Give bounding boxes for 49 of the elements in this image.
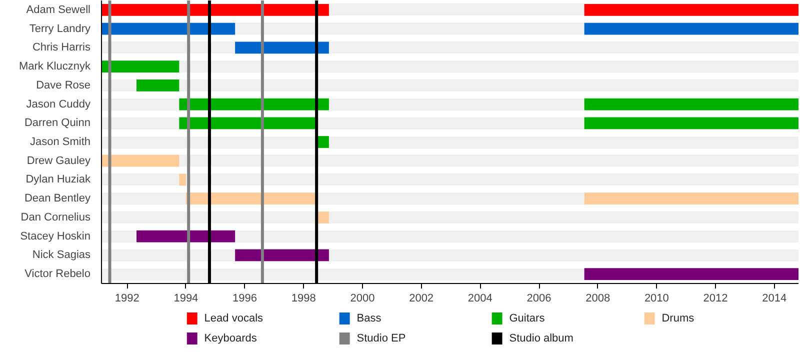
y-tick-label: Victor Rebelo: [24, 268, 91, 280]
legend-label: Drums: [662, 312, 695, 324]
y-tick-label: Dean Bentley: [24, 192, 91, 205]
bar: [179, 117, 318, 130]
bar: [102, 154, 180, 167]
x-tick-label: 2004: [468, 292, 492, 304]
y-tick-label: Drew Gauley: [26, 154, 91, 167]
legend-label: Bass: [356, 312, 382, 324]
bar: [235, 249, 329, 262]
y-tick-label: Nick Sagias: [32, 249, 91, 262]
y-tick-label: Dylan Huziak: [26, 174, 91, 186]
x-tick-label: 2014: [762, 292, 787, 304]
legend-label: Studio EP: [356, 332, 406, 344]
x-tick-label: 1996: [232, 292, 258, 304]
legend-label: Studio album: [509, 332, 574, 344]
bar: [317, 136, 329, 148]
y-tick-label: Stacey Hoskin: [20, 230, 91, 242]
x-tick-label: 2006: [526, 292, 552, 304]
y-tick-label: Dave Rose: [36, 79, 91, 92]
y-tick-label: Darren Quinn: [24, 117, 91, 130]
bar: [584, 98, 798, 110]
bar: [136, 79, 180, 92]
bar: [102, 60, 180, 72]
y-tick-label: Jason Cuddy: [26, 98, 91, 110]
bar: [186, 192, 318, 205]
bar: [136, 230, 236, 242]
y-tick-label: Adam Sewell: [26, 4, 91, 16]
y-tick-label: Jason Smith: [30, 136, 91, 148]
x-tick-label: 2000: [350, 292, 375, 304]
x-tick-label: 2008: [586, 292, 610, 304]
x-tick-label: 2010: [644, 292, 669, 304]
bar: [235, 42, 329, 54]
bar: [102, 4, 329, 16]
y-tick-label: Chris Harris: [32, 42, 91, 54]
bar: [317, 212, 329, 224]
bar: [102, 22, 236, 35]
y-tick-label: Dan Cornelius: [20, 211, 91, 224]
y-tick-label: Mark Klucznyk: [18, 60, 91, 73]
bar: [584, 117, 798, 130]
x-tick-label: 1998: [291, 292, 316, 304]
y-tick-label: Terry Landry: [29, 22, 91, 35]
bar: [179, 174, 186, 186]
x-tick-label: 2002: [409, 292, 434, 304]
x-tick-label: 1992: [114, 292, 140, 304]
legend-label: Keyboards: [204, 332, 258, 344]
x-tick-label: 2012: [703, 292, 728, 304]
legend-label: Guitars: [509, 312, 546, 324]
x-tick-label: 1994: [174, 292, 198, 304]
legend-label: Lead vocals: [204, 312, 264, 324]
